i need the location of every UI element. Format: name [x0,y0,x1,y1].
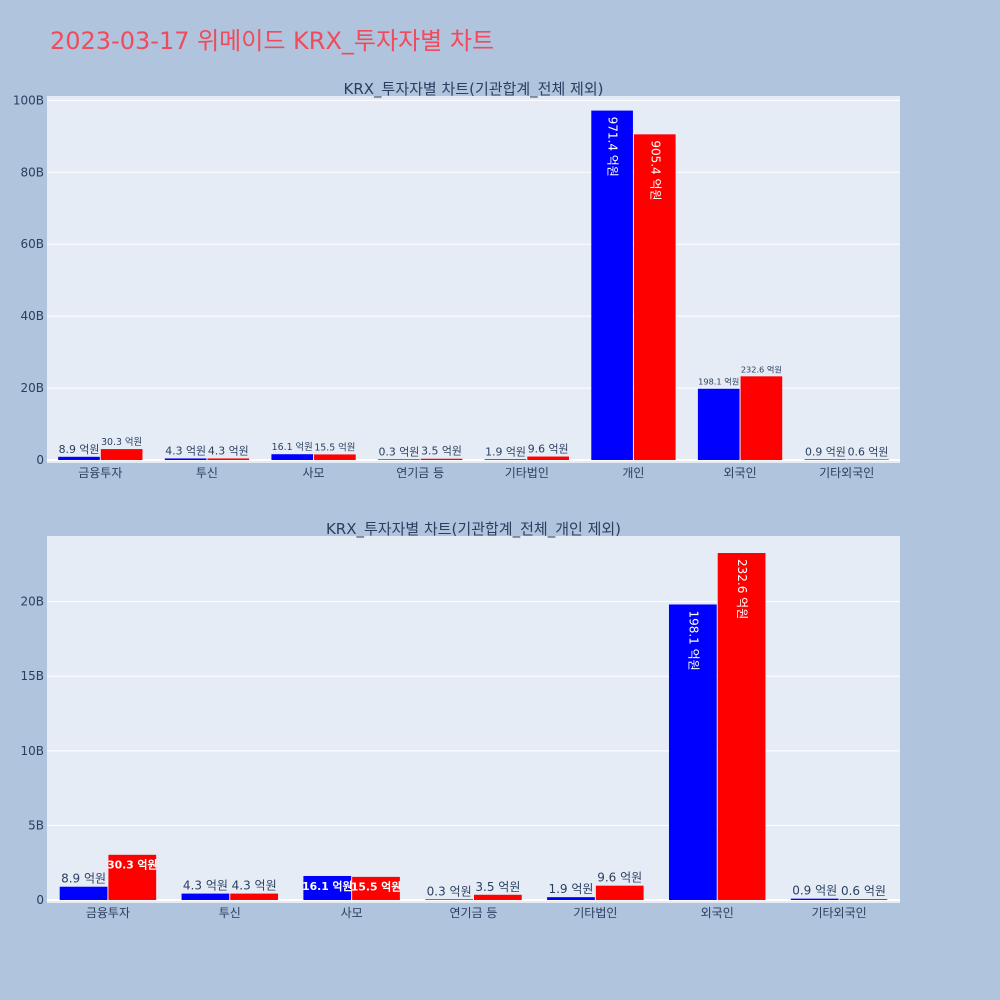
bar [378,459,420,460]
data-label: 30.3 억원 [101,436,142,448]
y-tick-label: 20B [20,595,44,609]
data-label: 198.1 억원 [686,610,700,670]
data-label: 971.4 억원 [606,117,620,177]
data-label: 905.4 억원 [648,140,662,200]
bar [668,604,717,900]
data-label: 15.5 억원 [351,880,401,894]
x-tick-label: 투신 [219,906,241,920]
bar [303,875,352,900]
bar [420,458,463,460]
x-tick-label: 외국인 [701,906,734,920]
x-tick-label: 사모 [303,466,325,480]
data-label: 16.1 억원 [272,441,313,453]
data-label: 3.5 억원 [475,880,520,894]
data-label: 15.5 억원 [314,441,355,453]
bar [547,897,595,900]
x-tick-label: 연기금 등 [450,906,498,920]
data-label: 0.3 억원 [427,884,472,898]
bar [839,899,888,900]
subplot-2: 0 5B 10B 15B 20B KRX_투자자별 차트(기관합계_전체_개인 제외) 금융… [20,520,900,920]
bar [804,459,847,460]
bar [181,893,230,900]
data-label: 4.3 억원 [232,879,277,893]
x-tick-label: 연기금 등 [396,466,444,480]
data-label: 0.6 억원 [848,445,889,458]
bar [527,456,569,460]
data-label: 30.3 억원 [107,858,157,872]
bar [717,553,766,900]
y-tick-label: 60B [20,237,44,251]
bar [484,459,527,460]
y-tick-label: 0 [36,453,44,467]
x-tick-label: 사모 [341,906,363,920]
y-tick-label: 10B [20,744,44,758]
bar [100,449,143,460]
data-label: 8.9 억원 [61,872,106,886]
x-tick-label: 금융투자 [86,906,130,920]
bar [595,885,644,900]
data-label: 9.6 억원 [597,871,642,885]
x-tick-label: 기타외국인 [819,466,874,480]
y-tick-label: 0 [36,893,44,907]
x-tick-label: 기타법인 [505,466,549,480]
bar [207,458,250,460]
data-label: 1.9 억원 [485,445,526,458]
bar [58,456,100,460]
data-label: 0.9 억원 [805,445,846,458]
bar [697,388,740,460]
bar [108,854,157,900]
subplot-title: KRX_투자자별 차트(기관합계_전체_개인 제외) [326,520,621,539]
bar [790,898,839,900]
bar [591,110,633,461]
data-label: 16.1 억원 [302,879,352,893]
x-tick-label: 금융투자 [78,466,122,480]
bar [352,876,400,900]
data-label: 3.5 억원 [421,445,462,458]
data-label: 232.6 억원 [741,364,782,374]
x-tick-label: 개인 [622,466,644,480]
y-tick-label: 20B [20,381,44,395]
bar [633,134,676,460]
x-tick-label: 기타법인 [573,906,617,920]
data-label: 0.9 억원 [792,884,837,898]
data-label: 232.6 억원 [735,559,749,619]
bar [847,459,889,460]
bar [230,893,279,900]
data-label: 9.6 억원 [528,443,569,456]
bar [59,886,108,900]
y-tick-label: 80B [20,165,44,179]
bar [425,899,473,900]
subplot-1: 0 20B 40B 60B 80B 100B KRX_투자자별 차트(기관합계_전체 제외)… [13,80,900,480]
data-label: 4.3 억원 [183,879,228,893]
bar [271,454,314,460]
data-label: 4.3 억원 [208,444,249,457]
subplot-title: KRX_투자자별 차트(기관합계_전체 제외) [344,80,604,99]
subplots: 0 20B 40B 60B 80B 100B KRX_투자자별 차트(기관합계_전체 제외)… [13,80,900,920]
x-tick-label: 투신 [196,466,218,480]
page-title: 2023-03-17 위메이드 KRX_투자자별 차트 [50,27,494,55]
bar [164,458,207,460]
x-tick-label: 기타외국인 [811,906,866,920]
data-label: 198.1 억원 [698,377,739,387]
bar [740,376,783,460]
data-label: 0.6 억원 [841,884,886,898]
data-label: 4.3 억원 [165,444,206,457]
y-tick-label: 15B [20,669,44,683]
data-label: 0.3 억원 [378,445,419,458]
data-label: 1.9 억원 [548,882,593,896]
bar [474,894,522,900]
plot-area [47,536,900,903]
y-tick-label: 100B [13,93,44,107]
y-tick-label: 40B [20,309,44,323]
data-label: 8.9 억원 [59,443,100,456]
y-tick-label: 5B [28,818,44,832]
x-tick-label: 외국인 [724,466,757,480]
bar [314,454,356,460]
